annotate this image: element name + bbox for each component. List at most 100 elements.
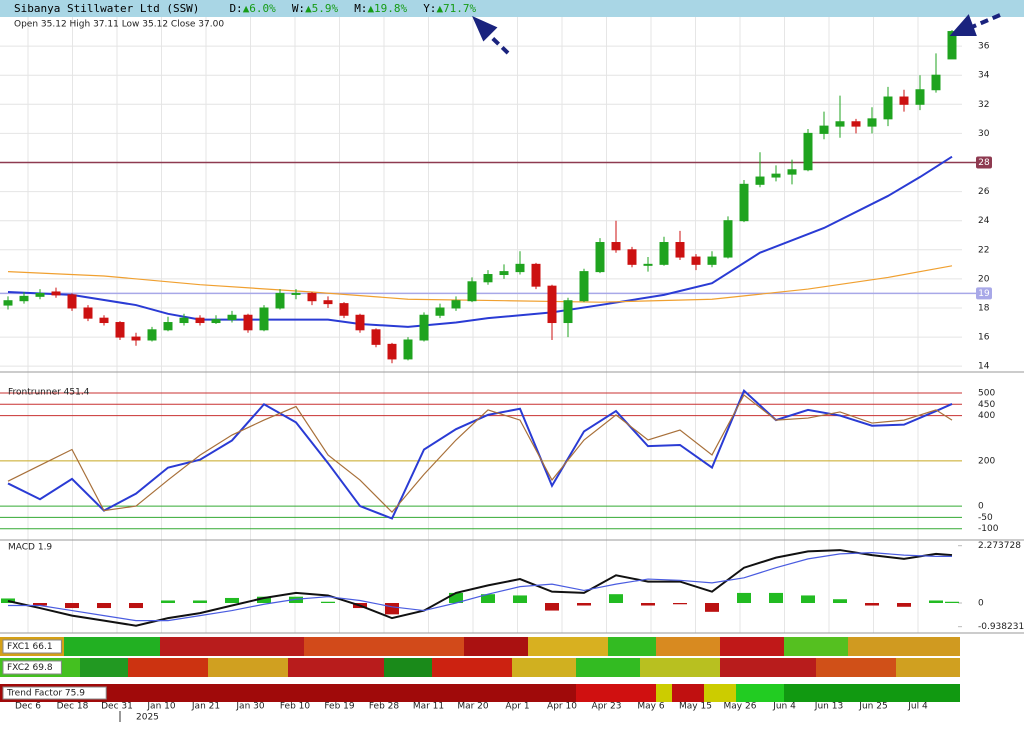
candle-body xyxy=(403,339,413,360)
candle-body xyxy=(19,295,29,302)
y-tick-label: 36 xyxy=(978,42,990,52)
y-tick-label: 400 xyxy=(978,411,995,421)
x-tick-label: Apr 1 xyxy=(505,702,529,712)
arrow-head xyxy=(949,14,977,36)
heat-cell xyxy=(160,637,304,656)
x-tick-label: Mar 11 xyxy=(413,702,444,712)
candle-body xyxy=(3,300,13,306)
y-tick-label: 30 xyxy=(978,129,990,139)
histogram-bar xyxy=(481,594,495,604)
heat-cell xyxy=(608,637,656,656)
candle-body xyxy=(83,307,93,319)
candle-body xyxy=(931,74,941,91)
y-tick-label: -0.938231 xyxy=(978,622,1024,632)
x-tick-label: Apr 23 xyxy=(592,702,622,712)
reference-label: 28 xyxy=(978,158,990,168)
histogram-bar xyxy=(673,603,687,605)
x-tick-label: Mar 20 xyxy=(457,702,489,712)
candle-body xyxy=(707,256,717,265)
histogram-bar xyxy=(33,603,47,606)
histogram-bar xyxy=(833,599,847,604)
indicator-line xyxy=(7,265,953,303)
change-value: ▲6.0% xyxy=(242,2,276,15)
heat-cell xyxy=(784,637,848,656)
histogram-bar xyxy=(321,601,335,604)
reference-label-box xyxy=(976,156,992,169)
y-tick-label: 24 xyxy=(978,216,990,226)
candle-body xyxy=(323,300,333,305)
panel-title: Frontrunner 451.4 xyxy=(8,388,90,398)
indicator-line xyxy=(7,155,953,328)
heat-cell xyxy=(736,684,784,702)
x-tick-label: Dec 6 xyxy=(15,702,41,712)
candle-body xyxy=(227,314,237,321)
candle-body xyxy=(67,294,77,309)
reference-label-box xyxy=(976,287,992,300)
heat-cell xyxy=(720,658,816,677)
candle-body xyxy=(611,242,621,251)
histogram-bar xyxy=(161,600,175,604)
x-tick-label: May 26 xyxy=(724,702,757,712)
change-label: M: xyxy=(354,2,368,15)
x-tick-label: Feb 10 xyxy=(280,702,311,712)
heat-cell xyxy=(576,684,656,702)
arrow xyxy=(971,13,1001,29)
heat-cell xyxy=(384,658,432,677)
candle-body xyxy=(835,121,845,127)
histogram-bar xyxy=(449,592,463,604)
candle-body xyxy=(787,169,797,175)
candle-body xyxy=(899,96,909,105)
candle-body xyxy=(547,285,557,324)
candle-body xyxy=(387,343,397,360)
candle-body xyxy=(451,300,461,309)
heat-cell xyxy=(528,637,608,656)
candle-body xyxy=(307,292,317,302)
heat-cell xyxy=(576,658,640,677)
candle-body xyxy=(627,249,637,265)
change-value: ▲19.8% xyxy=(367,2,408,15)
candle-body xyxy=(275,292,285,309)
candle-body xyxy=(147,329,157,341)
indicator-line xyxy=(7,388,953,520)
arrows xyxy=(472,13,1001,55)
change-value: ▲5.9% xyxy=(305,2,339,15)
histogram-bar xyxy=(513,595,527,604)
heat-cell xyxy=(0,684,576,702)
indicator-line xyxy=(7,549,953,627)
x-tick-label: Jun 4 xyxy=(772,702,796,712)
histogram-bar xyxy=(97,603,111,609)
candle-body xyxy=(563,300,573,324)
y-tick-label: 450 xyxy=(978,400,995,410)
y-tick-label: 0 xyxy=(978,502,984,512)
heat-cell xyxy=(784,684,960,702)
header-bar: Sibanya Stillwater Ltd (SSW) D:▲6.0% W:▲5.… xyxy=(0,0,1024,17)
candle-body xyxy=(51,291,61,296)
candle-body xyxy=(947,31,957,60)
histogram-bar xyxy=(897,603,911,607)
histogram-bar xyxy=(385,603,399,615)
y-tick-label: 26 xyxy=(978,187,990,197)
y-tick-label: 32 xyxy=(978,100,989,110)
histogram-bar xyxy=(865,603,879,606)
x-tick-label: Dec 31 xyxy=(101,702,133,712)
histogram-bar xyxy=(769,592,783,604)
y-tick-label: -50 xyxy=(978,513,993,523)
candle-body xyxy=(99,317,109,324)
histogram-bar xyxy=(945,601,959,604)
candle-body xyxy=(771,173,781,178)
candle-body xyxy=(131,336,141,341)
heat-cell xyxy=(816,658,896,677)
heat-cell xyxy=(672,684,704,702)
candle-body xyxy=(643,263,653,266)
histogram-bar xyxy=(193,600,207,604)
candle-body xyxy=(579,271,589,302)
ticker-title: Sibanya Stillwater Ltd (SSW) xyxy=(14,2,200,15)
y-tick-label: 500 xyxy=(978,388,995,398)
y-tick-label: 22 xyxy=(978,245,989,255)
heat-cell xyxy=(288,658,384,677)
change-label: D: xyxy=(229,2,243,15)
x-tick-label: Jun 13 xyxy=(814,702,843,712)
candle-body xyxy=(755,176,765,185)
heat-cell xyxy=(304,637,464,656)
heat-cell xyxy=(432,658,512,677)
